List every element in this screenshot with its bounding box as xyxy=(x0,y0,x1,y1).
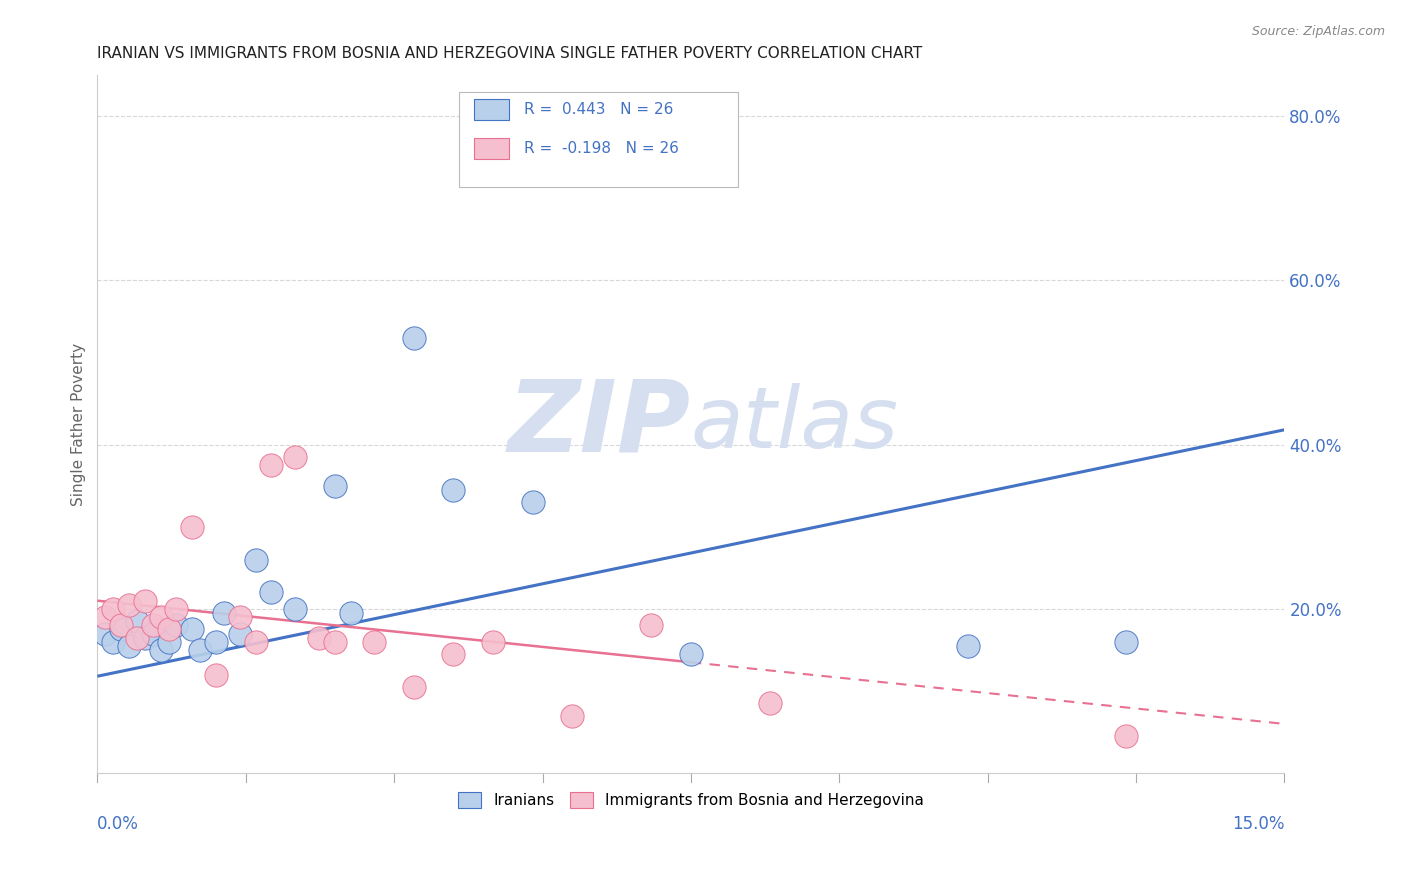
Point xyxy=(125,614,148,628)
Point xyxy=(134,631,156,645)
Point xyxy=(134,593,156,607)
Point xyxy=(482,634,505,648)
Bar xyxy=(474,137,509,159)
Y-axis label: Single Father Poverty: Single Father Poverty xyxy=(72,343,86,506)
Point xyxy=(363,634,385,648)
Point xyxy=(1115,729,1137,743)
Point xyxy=(212,606,235,620)
Point xyxy=(284,450,307,464)
Point xyxy=(157,634,180,648)
Text: atlas: atlas xyxy=(690,383,898,466)
Point xyxy=(188,643,211,657)
Point xyxy=(245,634,267,648)
FancyBboxPatch shape xyxy=(460,93,738,186)
Text: R =  0.443   N = 26: R = 0.443 N = 26 xyxy=(523,103,673,118)
Point xyxy=(205,634,228,648)
Point xyxy=(284,602,307,616)
Point xyxy=(339,606,361,620)
Point xyxy=(166,618,188,632)
Point xyxy=(149,610,172,624)
Point xyxy=(101,602,124,616)
Point xyxy=(181,623,204,637)
Point xyxy=(118,598,141,612)
Point xyxy=(166,602,188,616)
Point xyxy=(443,647,465,661)
Point xyxy=(323,634,346,648)
Point xyxy=(759,697,782,711)
Point xyxy=(142,618,165,632)
Point xyxy=(110,623,132,637)
Point xyxy=(110,618,132,632)
Point xyxy=(125,631,148,645)
Point xyxy=(679,647,702,661)
Point xyxy=(443,483,465,497)
Point xyxy=(323,478,346,492)
Point xyxy=(118,639,141,653)
Text: 15.0%: 15.0% xyxy=(1232,815,1285,833)
Point xyxy=(229,610,252,624)
Point xyxy=(956,639,979,653)
Text: 0.0%: 0.0% xyxy=(97,815,139,833)
Point xyxy=(561,708,583,723)
Point xyxy=(260,458,283,472)
Bar xyxy=(474,99,509,120)
Point xyxy=(205,667,228,681)
Point xyxy=(181,520,204,534)
Point xyxy=(157,623,180,637)
Text: Source: ZipAtlas.com: Source: ZipAtlas.com xyxy=(1251,25,1385,38)
Point xyxy=(1115,634,1137,648)
Point xyxy=(245,552,267,566)
Text: ZIP: ZIP xyxy=(508,376,690,473)
Point xyxy=(101,634,124,648)
Point xyxy=(94,610,117,624)
Point xyxy=(149,643,172,657)
Point xyxy=(522,495,544,509)
Point xyxy=(229,626,252,640)
Point xyxy=(402,680,425,694)
Point xyxy=(640,618,662,632)
Point xyxy=(142,626,165,640)
Legend: Iranians, Immigrants from Bosnia and Herzegovina: Iranians, Immigrants from Bosnia and Her… xyxy=(451,786,929,814)
Point xyxy=(260,585,283,599)
Point xyxy=(402,331,425,345)
Point xyxy=(94,626,117,640)
Text: R =  -0.198   N = 26: R = -0.198 N = 26 xyxy=(523,141,678,156)
Text: IRANIAN VS IMMIGRANTS FROM BOSNIA AND HERZEGOVINA SINGLE FATHER POVERTY CORRELAT: IRANIAN VS IMMIGRANTS FROM BOSNIA AND HE… xyxy=(97,46,922,62)
Point xyxy=(308,631,330,645)
